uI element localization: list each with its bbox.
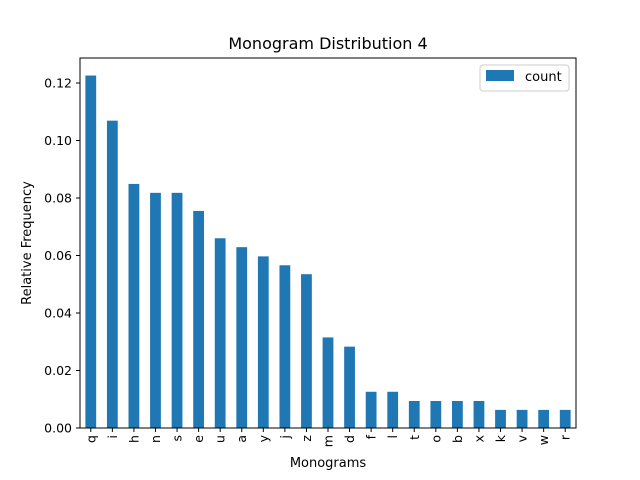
- x-tick-label: k: [493, 434, 508, 442]
- plot-frame: [79, 57, 577, 429]
- x-tick-label: i: [105, 435, 120, 438]
- x-tick-label: e: [191, 435, 206, 443]
- x-tick-label: r: [558, 434, 573, 440]
- x-tick-label: z: [299, 435, 314, 442]
- bar-f: [365, 391, 377, 428]
- y-tick-label: 0.02: [44, 363, 72, 378]
- x-tick-label: q: [83, 435, 98, 443]
- x-tick-label: m: [321, 435, 336, 447]
- bar-m: [322, 337, 334, 428]
- x-axis-label: Monograms: [290, 456, 367, 471]
- bar-a: [236, 247, 248, 428]
- bar-y: [257, 256, 269, 428]
- bar-x: [473, 400, 485, 428]
- bar-d: [344, 346, 355, 428]
- bar-i: [106, 120, 118, 428]
- bar-r: [559, 409, 571, 428]
- y-tick-label: 0.04: [44, 306, 72, 321]
- x-tick-label: h: [126, 435, 141, 443]
- bar-s: [171, 192, 183, 428]
- y-axis-label: Relative Frequency: [20, 181, 35, 305]
- x-tick-label: n: [148, 435, 163, 443]
- x-tick-label: s: [170, 435, 185, 442]
- bar-t: [408, 400, 420, 428]
- bar-u: [214, 238, 226, 428]
- y-tick-label: 0.00: [44, 421, 72, 436]
- x-tick-label: o: [428, 435, 443, 443]
- bar-w: [538, 409, 550, 428]
- legend-swatch: [486, 70, 514, 81]
- x-tick-label: j: [277, 435, 292, 439]
- x-tick-label: f: [364, 434, 379, 439]
- bar-v: [516, 409, 528, 428]
- y-tick-label: 0.06: [44, 248, 72, 263]
- y-tick-label: 0.12: [44, 76, 72, 91]
- x-tick-label: b: [450, 435, 465, 443]
- bar-k: [495, 409, 506, 428]
- chart-title: Monogram Distribution 4: [228, 34, 427, 53]
- x-tick-label: d: [342, 435, 357, 443]
- x-tick-label: v: [515, 434, 530, 442]
- bar-l: [387, 391, 399, 428]
- legend: count: [479, 64, 570, 92]
- bar-b: [452, 400, 463, 428]
- bar-j: [279, 265, 291, 428]
- bars-group: [85, 75, 571, 428]
- x-tick-label: x: [471, 435, 486, 442]
- y-tick-label: 0.10: [44, 133, 72, 148]
- bar-n: [150, 192, 161, 428]
- x-tick-label: w: [536, 435, 551, 445]
- x-tick-label: y: [256, 434, 271, 442]
- x-tick-label: u: [213, 435, 228, 443]
- bar-q: [85, 75, 97, 428]
- bar-o: [430, 400, 442, 428]
- bar-h: [128, 183, 140, 428]
- legend-label: count: [525, 70, 562, 85]
- x-tick-label: t: [407, 435, 422, 440]
- x-tick-label: a: [234, 435, 249, 443]
- y-tick-label: 0.08: [44, 191, 72, 206]
- bar-e: [193, 210, 204, 428]
- bar-z: [301, 274, 312, 428]
- x-tick-label: l: [385, 435, 400, 438]
- y-axis-ticks: 0.00 0.02 0.04 0.06 0.08 0.10 0.12: [44, 76, 80, 436]
